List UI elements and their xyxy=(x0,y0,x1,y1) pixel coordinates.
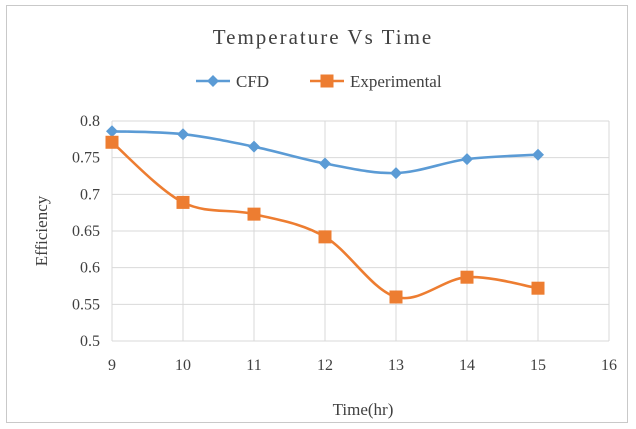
legend-item-cfd: CFD xyxy=(196,72,269,91)
legend-label: CFD xyxy=(236,72,269,91)
data-point xyxy=(531,281,545,295)
legend-marker xyxy=(320,74,334,88)
legend-item-experimental: Experimental xyxy=(310,72,442,91)
data-point xyxy=(177,128,189,141)
data-point xyxy=(247,207,261,221)
data-point xyxy=(390,167,402,180)
x-tick-label: 15 xyxy=(530,357,546,374)
data-point xyxy=(319,157,331,170)
series-experimental xyxy=(105,135,545,304)
series-layer xyxy=(105,125,545,304)
data-point xyxy=(105,135,119,149)
chart-frame xyxy=(6,5,628,423)
y-tick-label: 0.55 xyxy=(72,296,100,313)
y-tick-label: 0.8 xyxy=(80,113,100,130)
x-axis-label: Time(hr) xyxy=(333,400,394,419)
y-tick-label: 0.5 xyxy=(80,333,100,350)
y-tick-label: 0.65 xyxy=(72,223,100,240)
x-tick-label: 14 xyxy=(459,357,475,374)
data-point xyxy=(461,153,473,166)
y-axis-label: Efficiency xyxy=(32,195,51,266)
legend-marker xyxy=(207,75,219,87)
x-tick-label: 13 xyxy=(388,357,404,374)
series-cfd xyxy=(106,125,544,180)
legend-label: Experimental xyxy=(350,72,442,91)
x-tick-label: 9 xyxy=(108,357,116,374)
x-tick-label: 11 xyxy=(246,357,261,374)
x-tick-label: 12 xyxy=(317,357,333,374)
data-point xyxy=(106,125,118,138)
chart-title: Temperature Vs Time xyxy=(213,25,433,49)
x-tick-label: 16 xyxy=(601,357,617,374)
data-point xyxy=(248,140,260,153)
y-axis-ticks: 0.5 0.55 0.6 0.65 0.7 0.75 0.8 xyxy=(72,113,100,350)
y-tick-label: 0.6 xyxy=(80,260,100,277)
data-point xyxy=(318,230,332,244)
y-tick-label: 0.75 xyxy=(72,150,100,167)
x-axis-ticks: 9 10 11 12 13 14 15 16 xyxy=(108,357,617,374)
data-point xyxy=(389,290,403,304)
y-tick-label: 0.7 xyxy=(80,186,100,203)
x-tick-label: 10 xyxy=(175,357,191,374)
data-point xyxy=(532,148,544,161)
data-point xyxy=(176,195,190,209)
legend: CFD Experimental xyxy=(196,72,442,91)
data-point xyxy=(460,270,474,284)
